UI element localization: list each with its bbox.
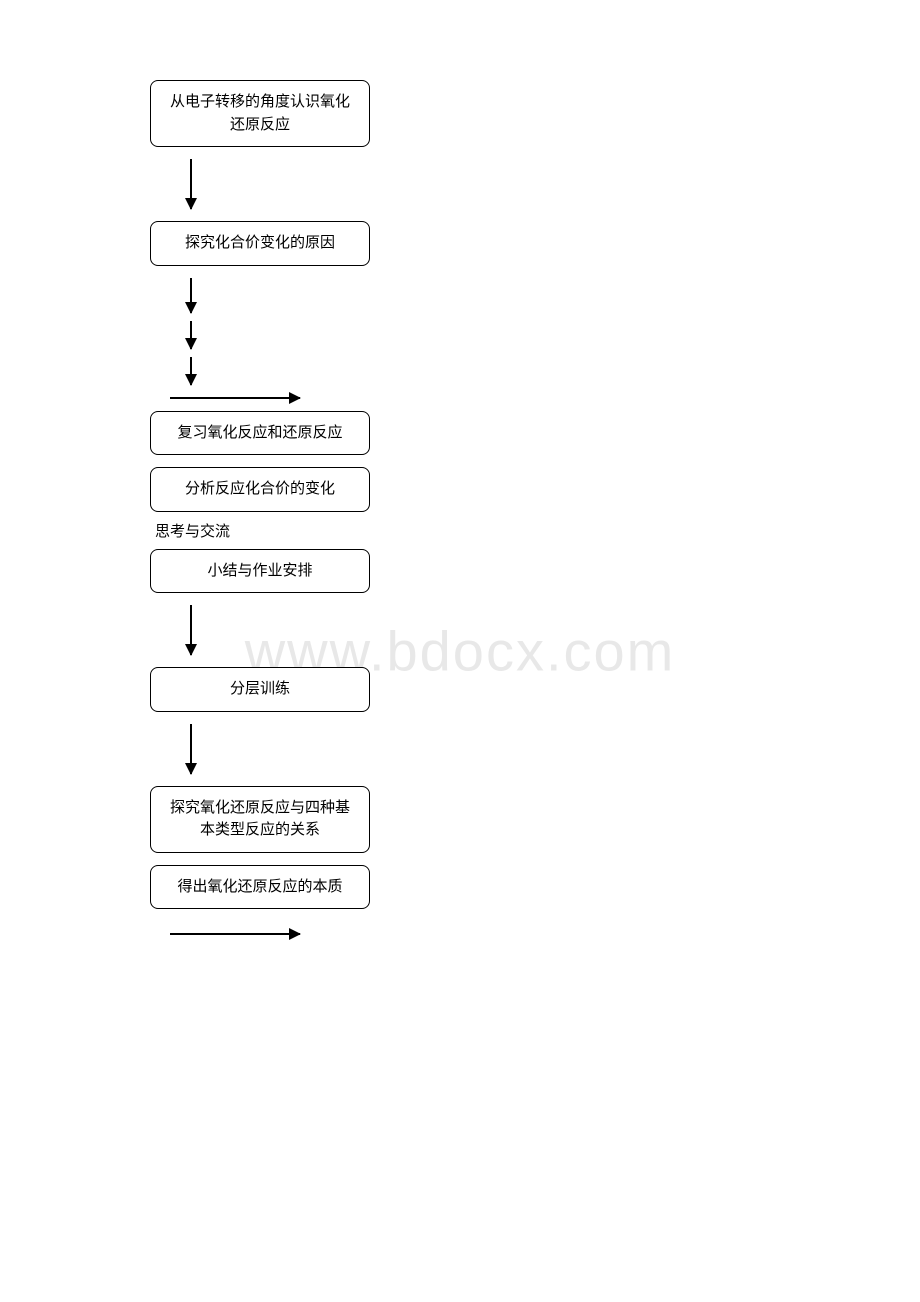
- flowchart-container: 从电子转移的角度认识氧化还原反应 探究化合价变化的原因 复习氧化反应和还原反应 …: [0, 0, 920, 935]
- arrow-right-icon: [170, 397, 300, 399]
- node-review-redox: 复习氧化反应和还原反应: [150, 411, 370, 456]
- node-layered-training: 分层训练: [150, 667, 370, 712]
- node-electron-transfer: 从电子转移的角度认识氧化还原反应: [150, 80, 370, 147]
- arrow-down-icon: [190, 321, 192, 349]
- node-summary-homework: 小结与作业安排: [150, 549, 370, 594]
- node-valence-change-reason: 探究化合价变化的原因: [150, 221, 370, 266]
- stacked-arrows-group: [150, 278, 920, 385]
- node-essence-redox: 得出氧化还原反应的本质: [150, 865, 370, 910]
- node-explore-four-types: 探究氧化还原反应与四种基本类型反应的关系: [150, 786, 370, 853]
- arrow-down-icon: [190, 357, 192, 385]
- text-think-discuss: 思考与交流: [155, 512, 920, 549]
- arrow-down-icon: [190, 724, 192, 774]
- arrow-down-icon: [190, 605, 192, 655]
- arrow-down-icon: [190, 278, 192, 313]
- arrow-right-icon: [170, 933, 300, 935]
- node-analyze-valence: 分析反应化合价的变化: [150, 467, 370, 512]
- arrow-down-icon: [190, 159, 192, 209]
